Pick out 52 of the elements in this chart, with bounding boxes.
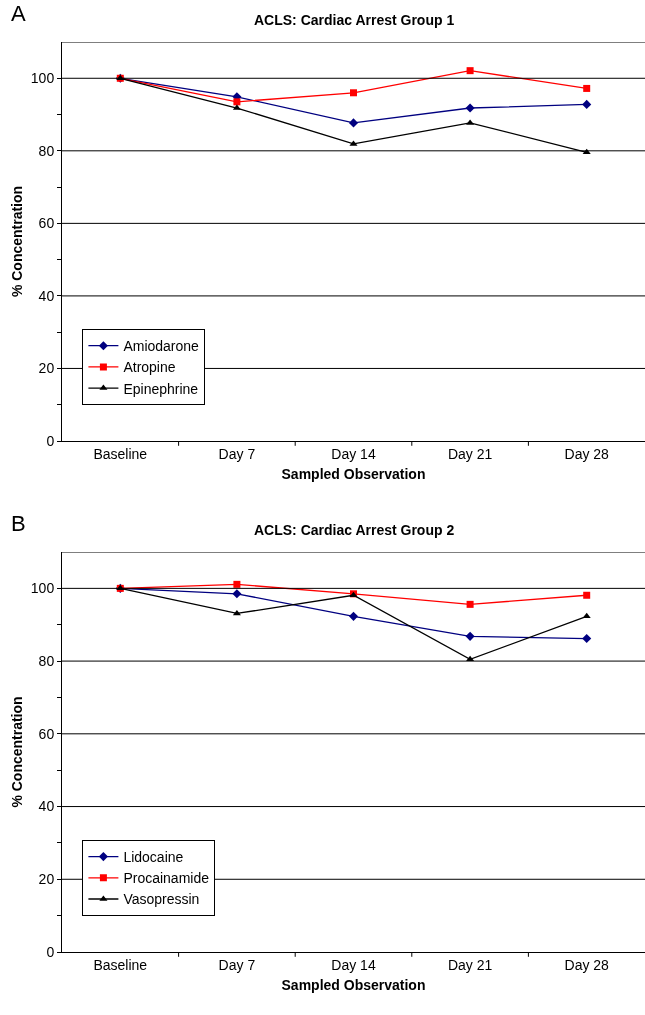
point xyxy=(232,589,242,599)
y-tick-label: 20 xyxy=(38,871,55,888)
x-tick-label: Day 14 xyxy=(331,445,376,462)
x-tick-label: Baseline xyxy=(93,956,148,973)
y-tick-label: 0 xyxy=(46,943,55,960)
y-tick-label: 20 xyxy=(38,360,55,377)
point xyxy=(583,84,591,92)
point xyxy=(582,99,592,109)
x-axis-title: Sampled Observation xyxy=(281,466,426,483)
x-tick-label: Day 14 xyxy=(331,956,376,973)
point xyxy=(466,600,474,608)
point xyxy=(466,67,474,75)
legend-label: Atropine xyxy=(123,359,176,376)
point xyxy=(582,612,591,619)
x-tick-label: Day 21 xyxy=(447,445,493,462)
point xyxy=(232,609,241,616)
y-axis-title: % Concentration xyxy=(9,185,26,298)
legend-label: Epinephrine xyxy=(123,380,199,397)
y-tick-label: 60 xyxy=(38,215,55,232)
legend-label: Amiodarone xyxy=(123,338,200,355)
text: A xyxy=(11,1,26,26)
legend-label: Lidocaine xyxy=(123,849,184,866)
x-axis-title: Sampled Observation xyxy=(281,977,426,994)
point xyxy=(583,591,591,599)
y-tick-label: 40 xyxy=(38,287,55,304)
point xyxy=(348,611,359,621)
y-tick-label: 0 xyxy=(46,432,55,449)
y-tick-label: 80 xyxy=(38,652,55,669)
point xyxy=(465,103,475,113)
text: B xyxy=(11,511,26,536)
point xyxy=(348,118,359,128)
y-tick-label: 40 xyxy=(38,798,55,815)
point xyxy=(582,634,592,644)
x-tick-label: Day 28 xyxy=(564,445,610,462)
chart-title: ACLS: Cardiac Arrest Group 1 xyxy=(254,12,455,28)
y-tick-label: 100 xyxy=(30,70,55,87)
x-tick-label: Baseline xyxy=(93,445,148,462)
x-tick-label: Day 21 xyxy=(447,956,493,973)
x-tick-label: Day 7 xyxy=(218,445,256,462)
x-tick-label: Day 28 xyxy=(564,956,610,973)
x-tick-label: Day 7 xyxy=(218,956,256,973)
point xyxy=(233,98,241,106)
point xyxy=(465,631,475,641)
legend-label: Procainamide xyxy=(123,870,210,887)
y-tick-label: 80 xyxy=(38,142,55,159)
point xyxy=(350,89,357,97)
chart-title: ACLS: Cardiac Arrest Group 2 xyxy=(254,522,455,538)
legend-label: Vasopressin xyxy=(123,891,200,908)
y-axis-title: % Concentration xyxy=(9,696,26,808)
y-tick-label: 60 xyxy=(38,725,55,742)
y-tick-label: 100 xyxy=(30,580,55,597)
point xyxy=(233,580,241,588)
